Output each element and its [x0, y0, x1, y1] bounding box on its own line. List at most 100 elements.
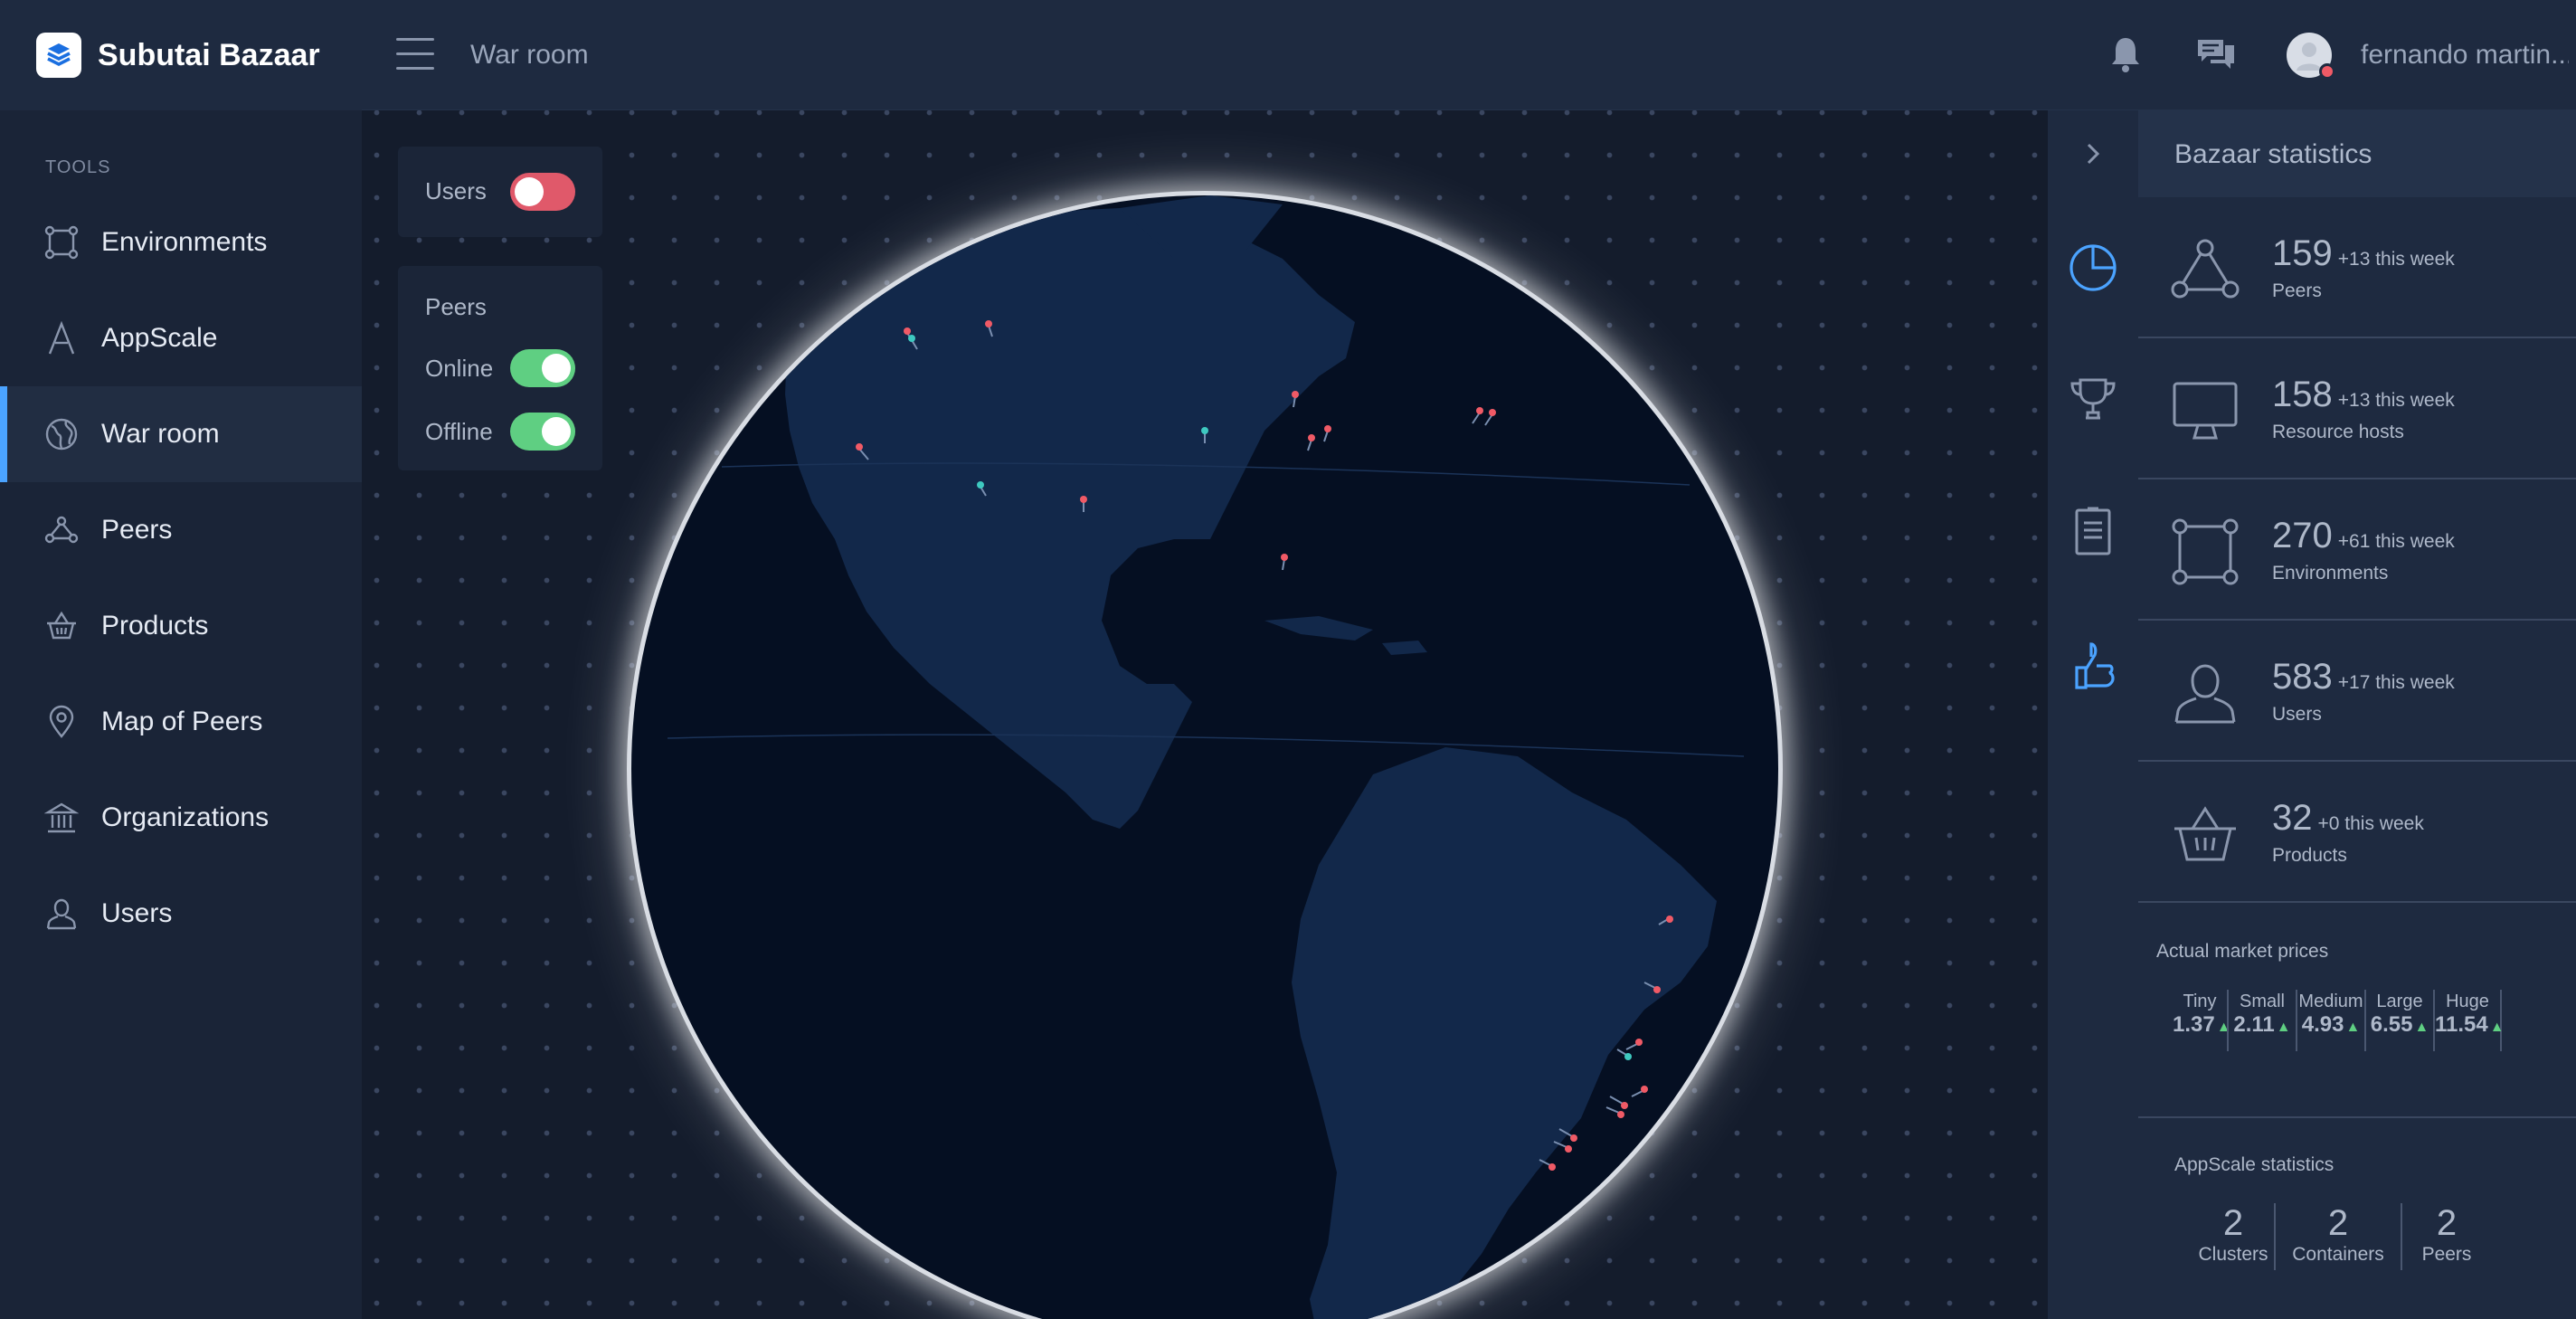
peers-filter-panel: Peers Online Offline [398, 266, 602, 470]
avatar[interactable] [2287, 33, 2335, 80]
peers-filter-title: Peers [425, 293, 487, 320]
stat-label: Users [2272, 704, 2322, 725]
stat-peers: 159 +13 this week Peers [2138, 197, 2576, 338]
bank-icon [43, 800, 80, 836]
peer-pin-offline [1625, 1039, 1643, 1050]
brand-name: Subutai Bazaar [98, 37, 320, 72]
sidebar-item-products[interactable]: Products [0, 578, 362, 674]
stat-products: 32 +0 this week Products [2138, 762, 2576, 903]
appscale-stat-name: Peers [2421, 1244, 2472, 1265]
stat-label: Environments [2272, 563, 2389, 584]
stat-delta: +0 this week [2317, 813, 2424, 834]
stat-delta: +17 this week [2337, 672, 2455, 693]
appscale-stat-item: 2 Clusters [2192, 1203, 2274, 1270]
sidebar-item-label: Environments [101, 227, 268, 257]
globe[interactable] [631, 195, 1778, 1319]
brand[interactable]: Subutai Bazaar [0, 0, 362, 110]
hispaniola-landmass [1382, 641, 1427, 655]
sidebar-item-organizations[interactable]: Organizations [0, 770, 362, 866]
market-price-name: Medium [2298, 992, 2363, 1011]
peer-pin-offline [1631, 1086, 1648, 1097]
users-toggle-label: Users [425, 177, 487, 204]
market-price-item: Small 2.11 ▲ [2227, 990, 2296, 1051]
appscale-stat-value: 2 [2327, 1203, 2349, 1243]
map-pin-icon [43, 704, 80, 740]
south-america-landmass [1292, 747, 1717, 1319]
sidebar-item-users[interactable]: Users [0, 866, 362, 962]
peer-pin-offline [1484, 409, 1496, 426]
appscale-stat-value: 2 [2436, 1203, 2458, 1243]
market-price-value: 6.55 [2370, 1012, 2413, 1037]
stat-value: 159 +13 this week [2272, 233, 2455, 273]
market-prices: Tiny 1.37 ▲ Small 2.11 ▲ Medium 4.93 ▲ Larg… [2173, 990, 2505, 1051]
statistics-panel: Bazaar statistics [2048, 110, 2576, 1319]
peer-pin-offline [856, 443, 869, 460]
peer-pin-offline [1080, 496, 1087, 512]
peer-pin-online [977, 481, 987, 497]
chat-icon[interactable] [2194, 34, 2238, 76]
document-icon[interactable] [2068, 507, 2118, 557]
sidebar-item-peers[interactable]: Peers [0, 482, 362, 578]
chevron-right-icon[interactable] [2048, 110, 2138, 197]
peer-pin-offline [985, 320, 993, 337]
statistics-header: Bazaar statistics [2048, 110, 2576, 197]
divider [2138, 1116, 2576, 1118]
peer-pin-offline [1658, 916, 1673, 925]
appscale-stats: 2 Clusters 2 Containers 2 Peers [2192, 1203, 2491, 1270]
stat-value: 32 +0 this week [2272, 798, 2424, 838]
war-room-map: Users Peers Online Offline [362, 110, 2048, 1319]
environments-icon [43, 224, 80, 261]
sidebar-item-label: War room [101, 419, 220, 449]
basket-icon [43, 608, 80, 644]
market-price-item: Large 6.55 ▲ [2364, 990, 2433, 1051]
peer-pin-offline [1558, 1128, 1577, 1142]
users-toggle[interactable] [510, 173, 575, 211]
thumbs-up-icon[interactable] [2068, 641, 2118, 691]
appscale-stat-value: 2 [2222, 1203, 2244, 1243]
sidebar-item-environments[interactable]: Environments [0, 195, 362, 290]
market-price-item: Medium 4.93 ▲ [2296, 990, 2364, 1051]
market-price-name: Small [2239, 992, 2285, 1011]
market-price-name: Huge [2446, 992, 2489, 1011]
sidebar: Subutai Bazaar TOOLS Environments [0, 0, 362, 1319]
sidebar-item-war-room[interactable]: War room [0, 386, 362, 482]
market-price-item: Huge 11.54 ▲ [2433, 990, 2505, 1051]
market-price-name: Large [2376, 992, 2423, 1011]
trophy-icon[interactable] [2068, 375, 2118, 425]
market-price-name: Tiny [2183, 992, 2217, 1011]
stat-delta: +61 this week [2337, 531, 2455, 552]
pie-chart-icon[interactable] [2068, 242, 2118, 293]
market-price-item: Tiny 1.37 ▲ [2173, 990, 2231, 1051]
sidebar-item-appscale[interactable]: AppScale [0, 290, 362, 386]
appscale-stat-name: Clusters [2198, 1244, 2268, 1265]
sidebar-item-map-of-peers[interactable]: Map of Peers [0, 674, 362, 770]
menu-toggle-icon[interactable] [396, 38, 434, 71]
statistics-tabs [2048, 197, 2138, 1319]
stat-delta: +13 this week [2337, 249, 2455, 270]
market-price-value: 1.37 [2173, 1012, 2215, 1037]
offline-toggle[interactable] [510, 413, 575, 451]
appscale-stats-title: AppScale statistics [2174, 1154, 2334, 1175]
peer-pin-offline [1643, 982, 1661, 993]
arrow-up-icon: ▲ [2345, 1020, 2361, 1035]
peer-pin-offline [1472, 407, 1483, 424]
peer-pin-online [1201, 427, 1208, 443]
bazaar-logo-icon [36, 33, 81, 78]
stat-label: Resource hosts [2272, 422, 2404, 442]
north-america-landmass [785, 208, 1355, 829]
sidebar-item-label: Organizations [101, 802, 270, 832]
basket-icon [2171, 800, 2240, 868]
user-name[interactable]: fernando martin... [2361, 40, 2569, 70]
statistics-title: Bazaar statistics [2174, 139, 2372, 169]
users-filter-panel: Users [398, 147, 602, 237]
stat-value: 270 +61 this week [2272, 516, 2455, 555]
peers-icon [43, 512, 80, 548]
peer-pin-offline [1292, 391, 1299, 408]
peer-pin-offline [1609, 1096, 1628, 1109]
bell-icon[interactable] [2104, 33, 2147, 76]
globe-icon [43, 416, 80, 452]
online-toggle[interactable] [510, 349, 575, 387]
cuba-landmass [1264, 616, 1373, 641]
market-price-value: 11.54 [2435, 1012, 2488, 1037]
